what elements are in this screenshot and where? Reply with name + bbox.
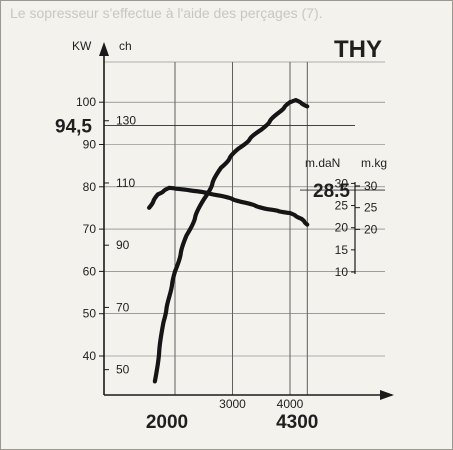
bleed-through-text: Le sopresseur s'effectue à l'aide des pe… (10, 5, 323, 21)
y-tick-label-mkg: 20 (364, 222, 378, 236)
x-tick-label: 4000 (277, 397, 304, 411)
y-axis-unit-ch: ch (119, 39, 132, 53)
y-tick-label-kw: 100 (76, 95, 96, 109)
torque-highlight-label: 28.5 (313, 181, 350, 202)
y-tick-label-mkg: 25 (364, 201, 378, 215)
y-tick-label-mdan: 30 (335, 176, 349, 190)
y-tick-label-mdan: 15 (335, 243, 349, 257)
y-axis-unit-mkg: m.kg (361, 156, 387, 170)
power-curve (152, 97, 310, 384)
y-tick-label-kw: 80 (83, 180, 97, 194)
kw-highlight-label: 94,5 (55, 116, 92, 137)
y-axis-unit-mdan: m.daN (305, 156, 340, 170)
grid-lines (104, 61, 385, 395)
axes (99, 42, 394, 400)
y-tick-label-kw: 70 (83, 222, 97, 236)
y-tick-label-mdan: 25 (335, 199, 349, 213)
y-tick-label-ch: 50 (116, 363, 130, 377)
y-axis-unit-kw: KW (72, 39, 92, 53)
y-tick-label-ch: 70 (116, 300, 130, 314)
y-axis-arrow (99, 42, 109, 56)
y-tick-label-ch: 110 (116, 176, 135, 190)
chart-title: THY (334, 36, 382, 63)
y-tick-label-mdan: 10 (335, 265, 349, 279)
y-tick-label-kw: 50 (83, 307, 97, 321)
y-tick-label-kw: 60 (83, 264, 97, 278)
y-tick-label-mkg: 30 (364, 179, 378, 193)
x-tick-label-emphasized: 4300 (276, 412, 318, 433)
x-tick-label-emphasized: 2000 (146, 412, 188, 433)
x-axis-arrow (380, 390, 394, 400)
axis-labels: 3000 4000 2000 4300 KW 40 50 60 70 80 90 100 94,5 ch 5… (55, 39, 387, 433)
y-tick-label-kw: 90 (83, 138, 97, 152)
y-tick-label-ch: 130 (116, 114, 136, 128)
x-tick-label: 3000 (219, 397, 246, 411)
y-tick-label-ch: 90 (116, 238, 130, 252)
data-curves (147, 97, 310, 384)
torque-curve (147, 185, 310, 227)
y-tick-label-kw: 40 (83, 349, 97, 363)
y-tick-label-mdan: 20 (335, 221, 349, 235)
